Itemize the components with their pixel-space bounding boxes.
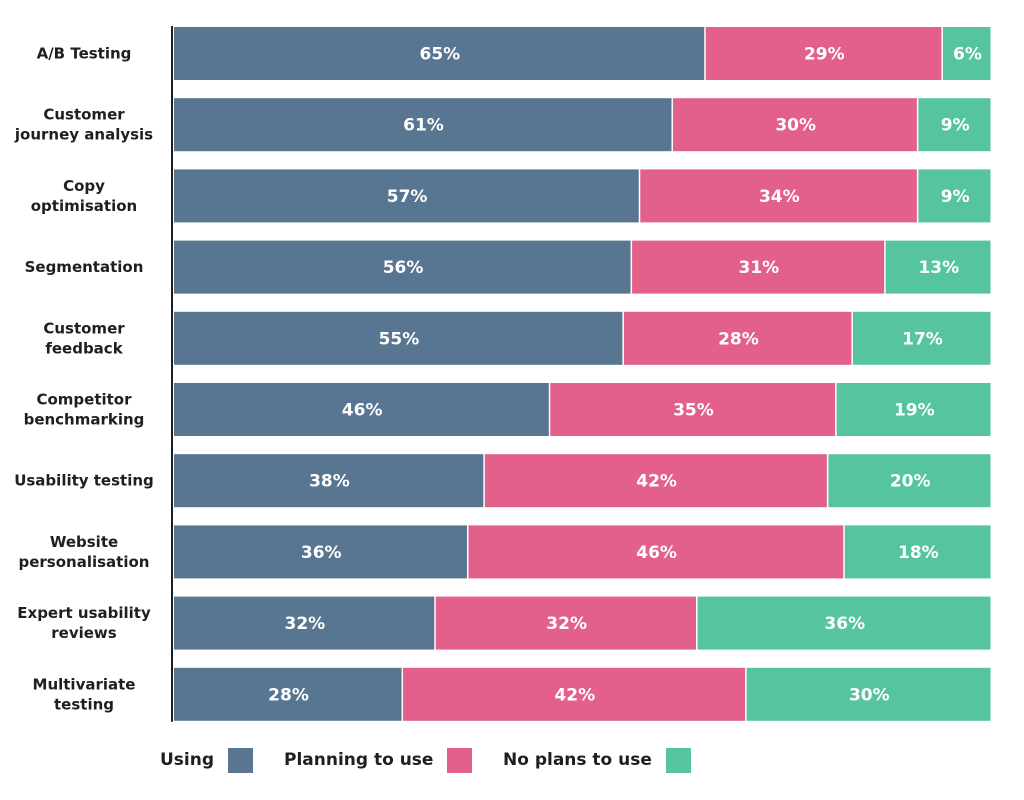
data-label-using: 28% [268, 685, 309, 705]
bar-segment-planning [623, 311, 852, 365]
category-label: Usability testing [14, 472, 154, 490]
bar-segment-planning [484, 454, 827, 508]
bar-segment-no-plans [828, 454, 991, 508]
bar-segment-using [174, 454, 484, 508]
chart-legend: Using Planning to use No plans to use [0, 742, 1024, 778]
bar-segment-planning [632, 240, 885, 294]
category-label: Customer journey analysis [14, 106, 153, 144]
bar-segment-no-plans [885, 240, 991, 294]
data-label-no-plans: 9% [941, 116, 970, 136]
data-label-using: 32% [285, 614, 326, 634]
stacked-bar-chart: A/B Testing 65% 29% 6% Customer journey analy… [14, 26, 991, 722]
bar-segment-no-plans [844, 525, 991, 579]
bar-segment-using [174, 383, 549, 436]
category-label: Competitor benchmarking [24, 391, 145, 429]
data-label-using: 57% [387, 187, 428, 207]
data-label-planning: 28% [718, 329, 759, 349]
bar-segment-no-plans [942, 27, 991, 80]
legend-item-no-plans: No plans to use [503, 742, 691, 778]
bar-segment-using [174, 667, 402, 721]
legend-swatch-planning [447, 747, 473, 773]
data-label-using: 46% [342, 401, 383, 421]
data-label-no-plans: 20% [890, 472, 931, 492]
category-label: Customer feedback [43, 319, 125, 357]
bar-segment-no-plans [852, 311, 991, 365]
bar-segment-using [174, 98, 672, 152]
bar-segment-planning [672, 98, 917, 152]
bar-segment-planning [435, 596, 697, 650]
category-label: Website personalisation [19, 533, 150, 571]
category-label: Segmentation [25, 258, 144, 276]
data-label-using: 56% [383, 258, 424, 278]
bar-segment-planning [468, 525, 844, 579]
data-label-planning: 34% [759, 187, 800, 207]
bar-segment-using [174, 27, 705, 80]
category-label: Expert usability reviews [17, 604, 151, 642]
data-label-no-plans: 13% [918, 258, 959, 278]
data-label-using: 65% [419, 45, 460, 65]
legend-swatch-using [228, 747, 254, 773]
data-label-using: 55% [379, 329, 420, 349]
data-label-planning: 35% [673, 401, 714, 421]
data-label-no-plans: 6% [953, 45, 982, 65]
legend-item-using: Using [160, 742, 254, 778]
legend-label-no-plans: No plans to use [503, 750, 652, 770]
data-label-no-plans: 19% [894, 401, 935, 421]
bar-segment-using [174, 596, 435, 650]
category-label: Copy optimisation [31, 177, 137, 215]
bar-segment-using [174, 169, 639, 223]
data-label-planning: 32% [546, 614, 587, 634]
data-label-planning: 29% [804, 45, 845, 65]
data-label-no-plans: 17% [902, 329, 943, 349]
bar-segment-no-plans [918, 98, 991, 152]
bar-segment-no-plans [746, 667, 991, 721]
bar-segment-planning [550, 383, 836, 436]
data-label-planning: 42% [636, 472, 677, 492]
data-label-planning: 42% [554, 685, 595, 705]
category-label: A/B Testing [37, 45, 132, 63]
bar-segment-planning [640, 169, 917, 223]
data-label-using: 61% [403, 116, 444, 136]
data-label-no-plans: 36% [824, 614, 865, 634]
legend-label-using: Using [160, 750, 215, 770]
legend-swatch-no-plans [665, 747, 691, 773]
data-label-using: 36% [301, 543, 342, 563]
bar-segment-using [174, 311, 623, 365]
bar-segment-using [174, 525, 467, 579]
bar-segment-no-plans [697, 596, 991, 650]
bar-segment-planning [403, 667, 746, 721]
bar-segment-using [174, 240, 631, 294]
legend-label-planning: Planning to use [284, 750, 434, 770]
data-label-no-plans: 9% [941, 187, 970, 207]
data-label-no-plans: 30% [849, 685, 890, 705]
data-label-planning: 31% [739, 258, 780, 278]
data-label-planning: 46% [636, 543, 677, 563]
bar-segment-no-plans [918, 169, 991, 223]
data-label-planning: 30% [775, 116, 816, 136]
legend-item-planning: Planning to use [284, 742, 473, 778]
category-label: Multivariate testing [33, 675, 136, 713]
data-label-no-plans: 18% [898, 543, 939, 563]
bar-segment-no-plans [836, 383, 991, 436]
bar-segment-planning [705, 27, 942, 80]
data-label-using: 38% [309, 472, 350, 492]
